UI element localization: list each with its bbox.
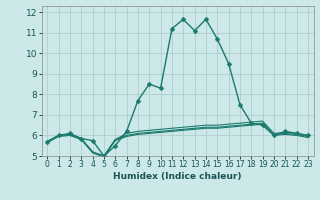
X-axis label: Humidex (Indice chaleur): Humidex (Indice chaleur)	[113, 172, 242, 181]
